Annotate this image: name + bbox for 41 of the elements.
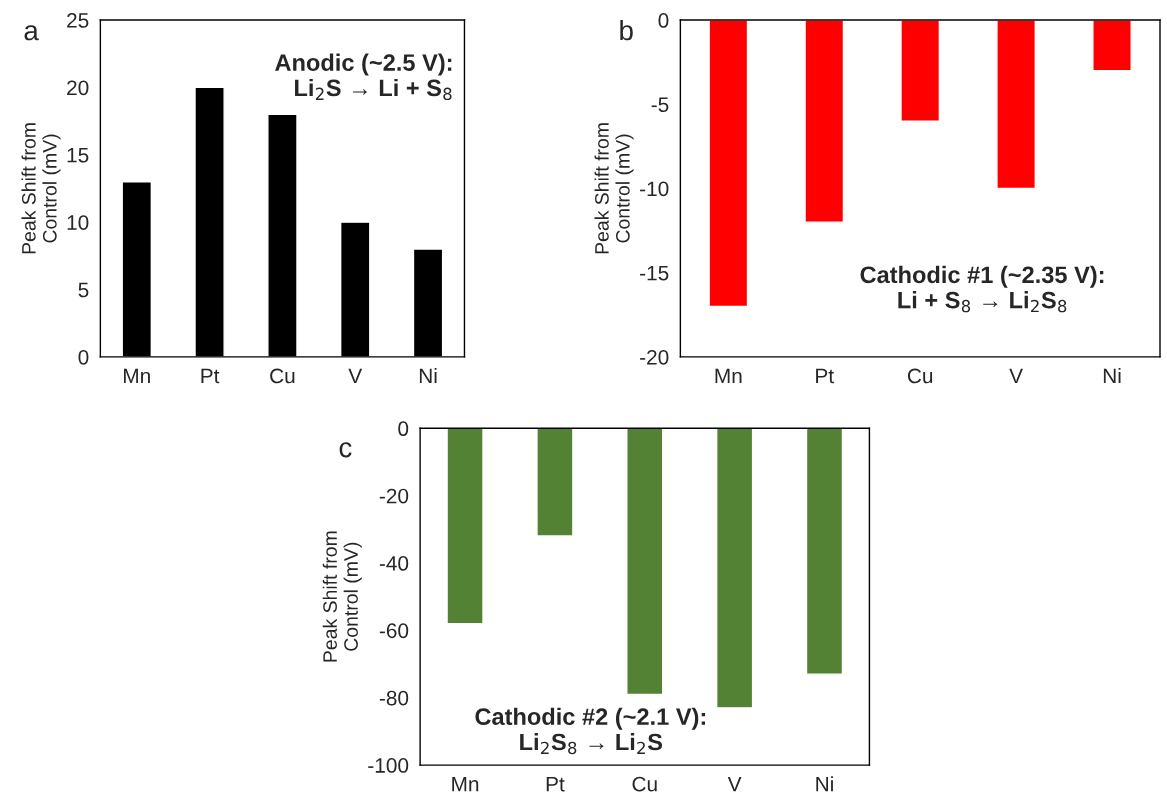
x-tick-label: Pt [546, 776, 565, 792]
y-axis-title: Peak Shift from Control (mV) [21, 123, 61, 254]
annotation: Cathodic #1 (~2.35 V): Li + S$_{8}$ → Li$_{2}$S$_{8}$ [860, 265, 1104, 313]
x-tick-label: Mn [715, 368, 742, 384]
y-tick-label: -20 [640, 349, 669, 365]
x-tick-label: Ni [419, 368, 437, 384]
annotation: Anodic (~2.5 V): Li$_{2}$S → Li + S$_{8}$ [275, 53, 452, 101]
x-tick-label: Cu [907, 368, 933, 384]
x-tick-label: V [348, 368, 363, 384]
y-tick-label: 20 [67, 80, 89, 96]
x-tick-label: Ni [816, 776, 833, 792]
y-tick-label: -40 [379, 556, 409, 571]
x-tick-label: Pt [201, 368, 220, 384]
x-tick-label: Cu [270, 368, 295, 384]
y-tick-label: 0 [658, 13, 669, 28]
y-tick-label: 10 [67, 215, 89, 230]
y-tick-label: -80 [379, 690, 409, 706]
x-tick-label: Ni [1103, 368, 1121, 384]
y-tick-label: -5 [651, 97, 669, 113]
x-tick-label: Pt [816, 368, 834, 384]
y-tick-label: 0 [398, 421, 409, 437]
x-tick-label: V [1009, 368, 1023, 384]
y-tick-label: 5 [78, 282, 89, 298]
y-tick-label: -15 [640, 265, 669, 281]
y-tick-label: 25 [67, 13, 89, 28]
x-tick-label: V [727, 776, 742, 792]
text: a [24, 25, 39, 41]
x-tick-label: Mn [452, 776, 479, 792]
y-axis-title: Peak Shift from Control (mV) [322, 531, 362, 662]
x-tick-label: Cu [632, 776, 657, 792]
y-tick-label: -100 [368, 758, 409, 773]
y-axis-title: Peak Shift from Control (mV) [594, 123, 634, 254]
y-tick-label: -60 [379, 623, 409, 639]
annotation: Cathodic #2 (~2.1 V): Li$_{2}$S$_{8}$ → Li$_{2}$S [475, 707, 706, 755]
y-tick-label: 0 [78, 349, 89, 365]
text: c [339, 442, 352, 458]
x-tick-label: Mn [124, 368, 150, 384]
text: b [620, 19, 633, 41]
y-tick-label: 15 [67, 148, 89, 163]
y-tick-label: -10 [640, 181, 669, 197]
y-tick-label: -20 [379, 488, 409, 504]
